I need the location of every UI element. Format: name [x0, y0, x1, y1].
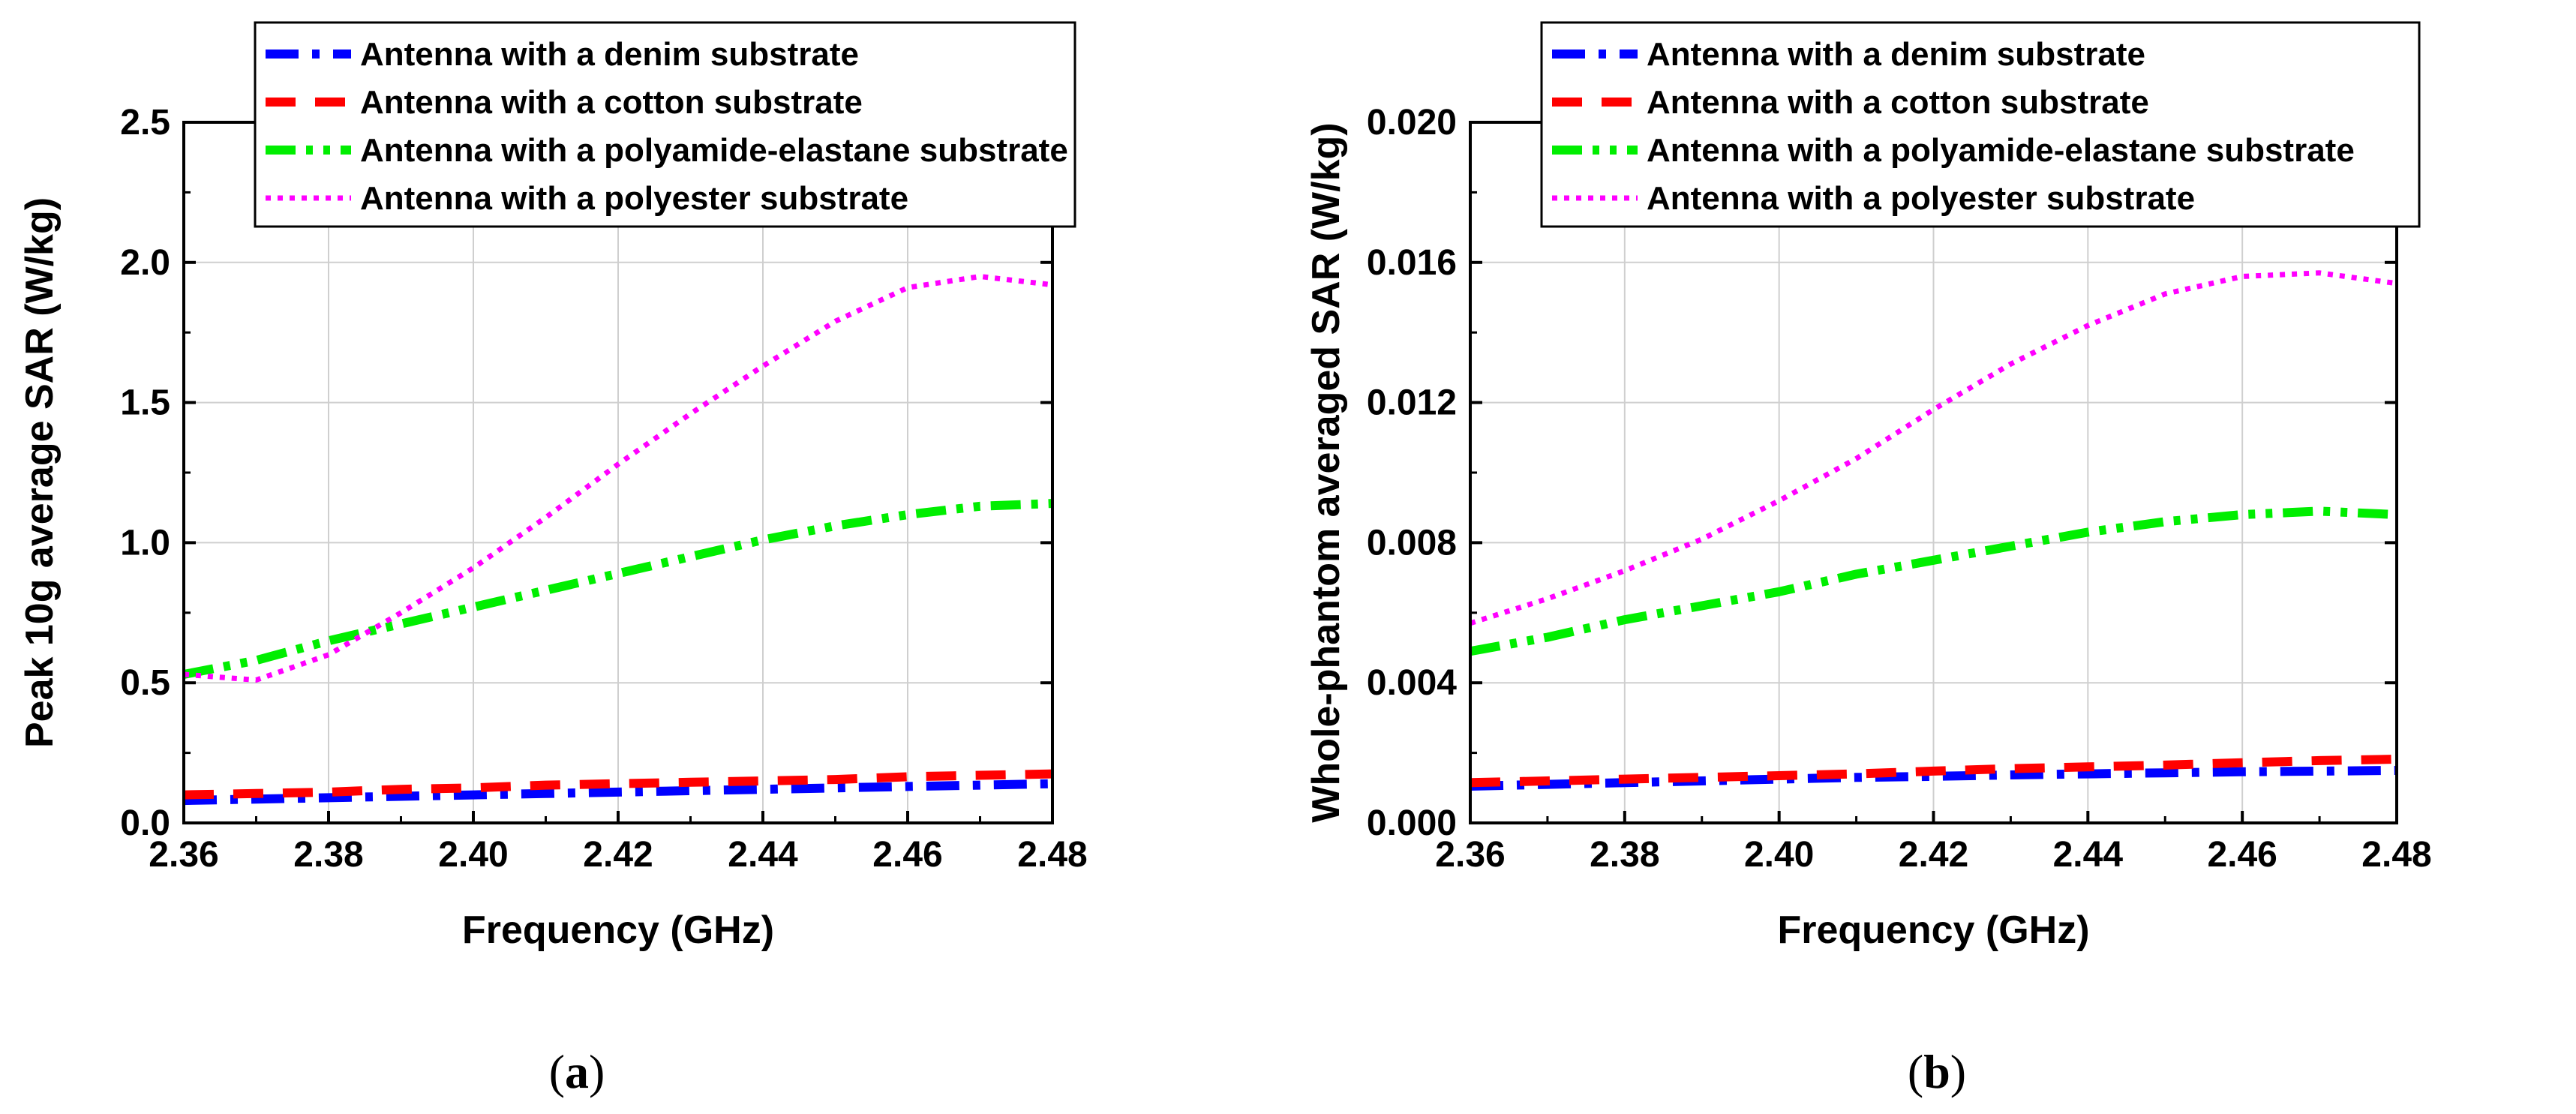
- legend-label: Antenna with a polyester substrate: [360, 180, 908, 217]
- series-line-4: [183, 274, 1053, 683]
- caption-open: (: [549, 1045, 565, 1098]
- y-tick-label: 0.0: [120, 803, 170, 843]
- legend-label: Antenna with a cotton substrate: [360, 84, 863, 121]
- y-tick-label: 2.5: [120, 103, 170, 143]
- x-axis-label: Frequency (GHz): [462, 908, 774, 952]
- y-tick-label: 0.008: [1367, 523, 1457, 563]
- caption-close: ): [1950, 1045, 1966, 1098]
- y-axis-label: Peak 10g average SAR (W/kg): [18, 197, 62, 748]
- caption-close: ): [589, 1045, 605, 1098]
- y-tick-label: 0.016: [1367, 243, 1457, 283]
- x-tick-label: 2.44: [728, 835, 798, 875]
- chart-a: 2.36 2.38 2.40 2.42 2.44 2.46 2.48 0.0 0.5 1.0 1.5…: [18, 21, 1088, 1098]
- x-tick-label: 2.36: [1435, 835, 1505, 875]
- x-tick-label: 2.38: [293, 835, 363, 875]
- legend: Antenna with a denim substrate Antenna wi…: [1540, 21, 2421, 228]
- x-axis-label: Frequency (GHz): [1777, 908, 2089, 952]
- y-tick-label: 0.012: [1367, 383, 1457, 423]
- series-line-3: [1469, 506, 2397, 656]
- y-tick-label: 1.5: [120, 383, 170, 423]
- series-line-2: [1470, 755, 2397, 788]
- panel-caption: (b): [1908, 1045, 1966, 1098]
- series-line-1: [183, 779, 1053, 806]
- x-tick-label: 2.48: [2361, 835, 2431, 875]
- legend-box: [254, 21, 1076, 228]
- x-tick-label: 2.42: [583, 835, 653, 875]
- y-tick-label: 2.0: [120, 243, 170, 283]
- x-tick-label: 2.44: [2053, 835, 2124, 875]
- caption-open: (: [1908, 1045, 1923, 1098]
- x-tick-label: 2.48: [1017, 835, 1087, 875]
- y-tick-label: 0.020: [1367, 103, 1457, 143]
- x-tick-label: 2.38: [1590, 835, 1659, 875]
- legend-label: Antenna with a polyamide-elastane substr…: [360, 132, 1068, 169]
- legend-label: Antenna with a polyester substrate: [1647, 180, 2195, 217]
- caption-letter: a: [565, 1045, 589, 1098]
- y-tick-label: 0.000: [1367, 803, 1457, 843]
- legend-label: Antenna with a denim substrate: [360, 36, 859, 73]
- y-tick-label: 0.004: [1367, 663, 1457, 703]
- x-tick-label: 2.46: [872, 835, 942, 875]
- chart-b: 2.36 2.38 2.40 2.42 2.44 2.46 2.48 0.000 0.004 0.…: [1305, 21, 2432, 1098]
- legend: Antenna with a denim substrate Antenna wi…: [254, 21, 1076, 228]
- caption-letter: b: [1923, 1045, 1950, 1098]
- legend-box: [1540, 21, 2421, 228]
- x-tick-label: 2.46: [2207, 835, 2277, 875]
- y-tick-label: 0.5: [120, 663, 170, 703]
- legend-label: Antenna with a denim substrate: [1647, 36, 2145, 73]
- x-tick-label: 2.36: [149, 835, 218, 875]
- x-tick-label: 2.40: [438, 835, 508, 875]
- panel-caption: (a): [549, 1045, 605, 1098]
- x-tick-label: 2.42: [1899, 835, 1968, 875]
- y-tick-label: 1.0: [120, 523, 170, 563]
- x-tick-label: 2.40: [1744, 835, 1814, 875]
- legend-label: Antenna with a cotton substrate: [1647, 84, 2149, 121]
- y-axis-label: Whole-phantom averaged SAR (W/kg): [1305, 122, 1348, 822]
- legend-label: Antenna with a polyamide-elastane substr…: [1647, 132, 2355, 169]
